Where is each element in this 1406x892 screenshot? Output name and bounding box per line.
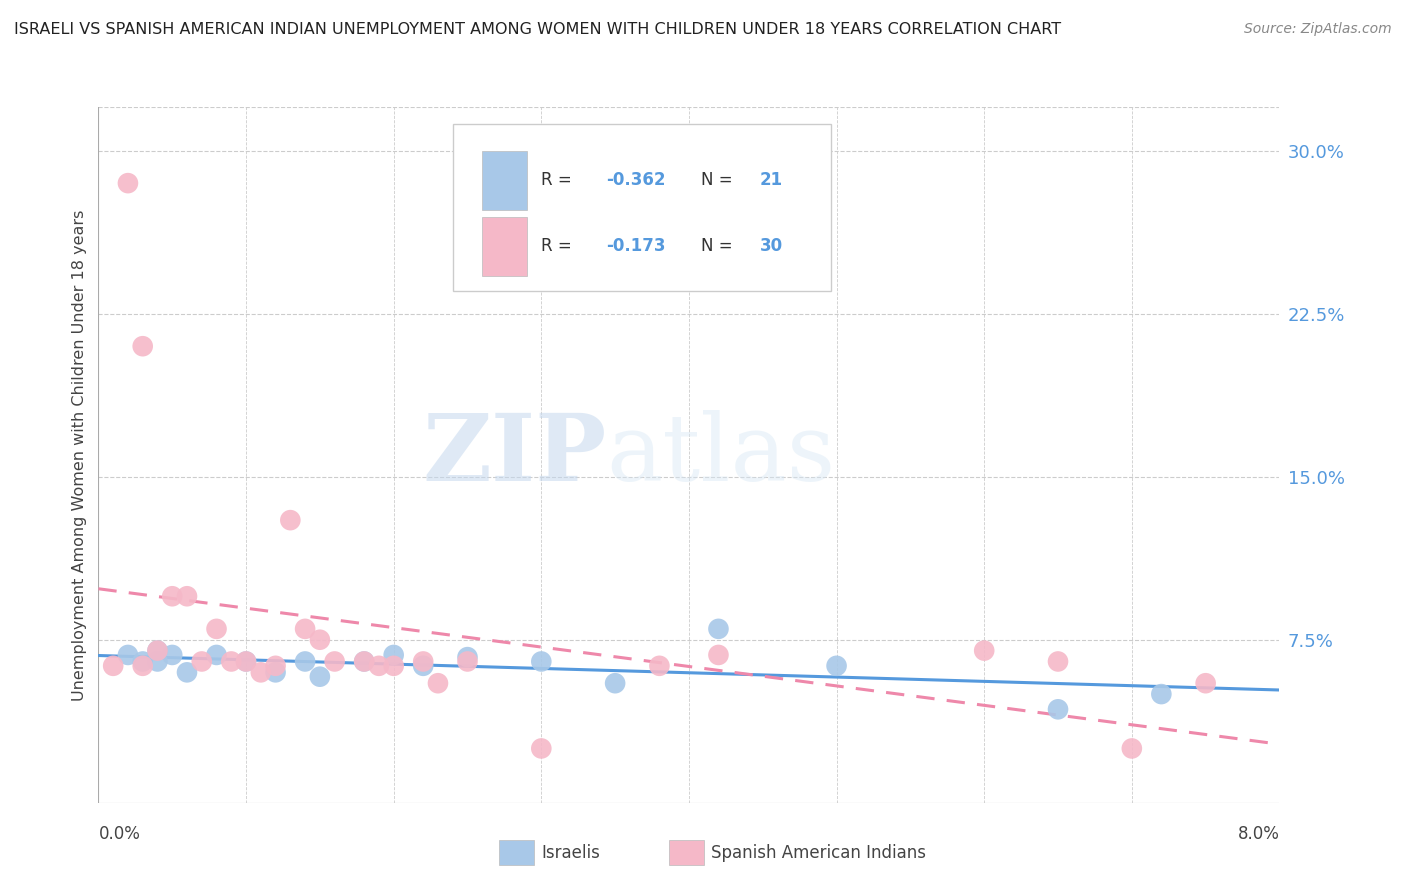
Point bbox=[117, 648, 139, 662]
Point bbox=[205, 622, 228, 636]
Point bbox=[707, 622, 730, 636]
Point bbox=[1046, 702, 1070, 716]
Point bbox=[323, 655, 346, 669]
Point bbox=[146, 655, 169, 669]
Text: ISRAELI VS SPANISH AMERICAN INDIAN UNEMPLOYMENT AMONG WOMEN WITH CHILDREN UNDER : ISRAELI VS SPANISH AMERICAN INDIAN UNEMP… bbox=[14, 22, 1062, 37]
Point bbox=[176, 665, 198, 680]
Point bbox=[1150, 687, 1173, 701]
Point bbox=[412, 658, 434, 673]
Text: R =: R = bbox=[541, 237, 578, 255]
Y-axis label: Unemployment Among Women with Children Under 18 years: Unemployment Among Women with Children U… bbox=[72, 210, 87, 700]
Point bbox=[176, 589, 198, 603]
Text: Spanish American Indians: Spanish American Indians bbox=[711, 844, 927, 862]
Text: 0.0%: 0.0% bbox=[98, 825, 141, 843]
Point bbox=[294, 622, 316, 636]
Point bbox=[294, 655, 316, 669]
Text: Israelis: Israelis bbox=[541, 844, 600, 862]
Point bbox=[825, 658, 848, 673]
Point bbox=[280, 513, 302, 527]
Text: N =: N = bbox=[700, 237, 738, 255]
FancyBboxPatch shape bbox=[482, 151, 527, 210]
Point bbox=[707, 648, 730, 662]
Point bbox=[457, 655, 479, 669]
Point bbox=[146, 643, 169, 657]
Point bbox=[146, 643, 169, 657]
Text: 30: 30 bbox=[759, 237, 783, 255]
Point bbox=[235, 655, 257, 669]
Text: 21: 21 bbox=[759, 171, 783, 189]
Text: R =: R = bbox=[541, 171, 578, 189]
Point bbox=[353, 655, 375, 669]
Point bbox=[132, 655, 155, 669]
Point bbox=[309, 632, 332, 647]
Point bbox=[264, 665, 287, 680]
Point bbox=[264, 658, 287, 673]
Text: atlas: atlas bbox=[606, 410, 835, 500]
Point bbox=[1046, 655, 1070, 669]
Point bbox=[117, 176, 139, 190]
Point bbox=[132, 658, 155, 673]
Point bbox=[605, 676, 627, 690]
Point bbox=[368, 658, 391, 673]
Point bbox=[250, 665, 273, 680]
Point bbox=[162, 648, 184, 662]
Point bbox=[1121, 741, 1143, 756]
Point bbox=[382, 648, 405, 662]
Point bbox=[235, 655, 257, 669]
Text: ZIP: ZIP bbox=[422, 410, 606, 500]
Point bbox=[973, 643, 995, 657]
Point bbox=[191, 655, 214, 669]
Point bbox=[353, 655, 375, 669]
Text: N =: N = bbox=[700, 171, 738, 189]
Point bbox=[132, 339, 155, 353]
Text: Source: ZipAtlas.com: Source: ZipAtlas.com bbox=[1244, 22, 1392, 37]
Point bbox=[457, 650, 479, 665]
Point bbox=[530, 741, 553, 756]
Point bbox=[427, 676, 450, 690]
Point bbox=[205, 648, 228, 662]
Point bbox=[309, 670, 332, 684]
Point bbox=[530, 655, 553, 669]
Point bbox=[1195, 676, 1218, 690]
Text: -0.173: -0.173 bbox=[606, 237, 666, 255]
Point bbox=[103, 658, 125, 673]
Point bbox=[221, 655, 243, 669]
Point bbox=[648, 658, 671, 673]
Point bbox=[162, 589, 184, 603]
Point bbox=[412, 655, 434, 669]
FancyBboxPatch shape bbox=[482, 217, 527, 276]
Text: 8.0%: 8.0% bbox=[1237, 825, 1279, 843]
Point bbox=[382, 658, 405, 673]
FancyBboxPatch shape bbox=[453, 124, 831, 292]
Text: -0.362: -0.362 bbox=[606, 171, 666, 189]
